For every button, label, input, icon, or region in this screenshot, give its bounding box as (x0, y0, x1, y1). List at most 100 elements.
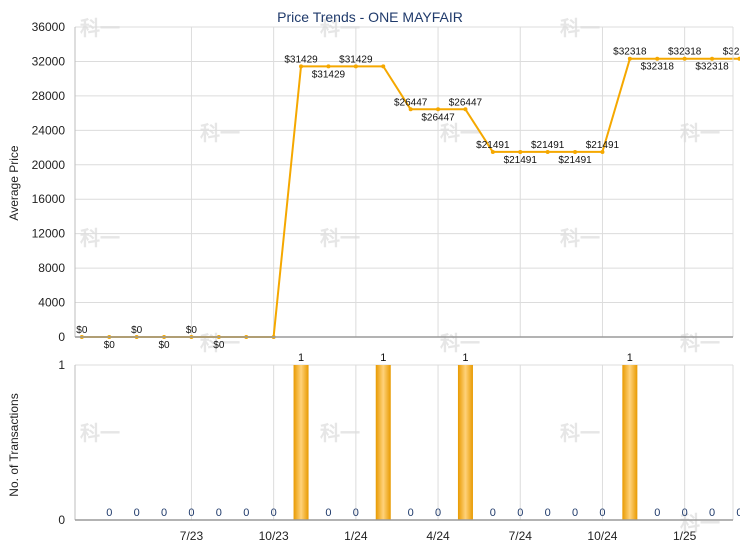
price-data-label: $31429 (284, 54, 318, 65)
price-point (682, 56, 687, 61)
bar-value-label: 1 (298, 352, 304, 364)
price-data-label: $0 (213, 340, 225, 351)
bar-value-label: 0 (243, 507, 249, 519)
transaction-bar (375, 365, 391, 520)
bar-value-label: 0 (654, 507, 660, 519)
bar-value-label: 1 (380, 352, 386, 364)
price-data-label: $32318 (641, 62, 675, 73)
watermark-text: 科一 (560, 421, 600, 445)
watermark-text: 科一 (80, 16, 120, 40)
axes-layer: 0 4000 8000 12000 16000 20000 24000 28000 32000 3… (32, 20, 734, 543)
count-y-tick-label: 0 (58, 513, 65, 527)
price-data-label: $21491 (586, 140, 620, 151)
price-y-tick-label: 24000 (32, 123, 66, 137)
price-point (545, 149, 550, 154)
price-data-label: $0 (104, 340, 116, 351)
price-data-label: $31429 (312, 69, 346, 80)
price-point (573, 149, 578, 154)
bar-value-label: 0 (188, 507, 194, 519)
price-data-label: $21491 (476, 140, 510, 151)
price-data-label: $32318 (695, 62, 729, 73)
x-tick-label: 7/23 (180, 529, 204, 543)
chart-title: Price Trends - ONE MAYFAIR (277, 9, 463, 25)
price-point (737, 56, 740, 61)
price-y-tick-label: 8000 (38, 261, 65, 275)
bar-value-label: 0 (408, 507, 414, 519)
bar-value-label: 0 (599, 507, 605, 519)
price-point (490, 149, 495, 154)
bar-value-label: 0 (325, 507, 331, 519)
price-point (436, 107, 441, 112)
bar-value-label: 1 (462, 352, 468, 364)
price-data-label: $0 (76, 325, 88, 336)
price-data-label: $32318 (613, 47, 647, 58)
watermark-text: 科一 (80, 421, 120, 445)
bar-value-label: 0 (709, 507, 715, 519)
price-data-label: $31429 (339, 54, 373, 65)
watermark-text: 科一 (440, 121, 480, 145)
watermark-text: 科一 (200, 331, 240, 355)
price-point (381, 64, 386, 69)
x-tick-label: 1/24 (344, 529, 368, 543)
bar-value-label: 0 (572, 507, 578, 519)
bar-value-label: 0 (271, 507, 277, 519)
price-y-tick-label: 28000 (32, 89, 66, 103)
price-point (655, 56, 660, 61)
price-y-axis-title: Average Price (7, 145, 21, 220)
price-data-label: $26447 (449, 97, 483, 108)
price-data-label: $0 (131, 325, 143, 336)
price-data-label: $21491 (558, 155, 592, 166)
price-data-label: $32318 (668, 47, 702, 58)
price-y-tick-label: 0 (58, 330, 65, 344)
watermark-text: 科一 (80, 226, 120, 250)
x-tick-label: 4/24 (426, 529, 450, 543)
watermark-text: 科一 (320, 421, 360, 445)
watermark-text: 科一 (320, 16, 360, 40)
price-point (710, 56, 715, 61)
price-y-tick-label: 12000 (32, 227, 66, 241)
price-data-label: $21491 (504, 155, 538, 166)
price-y-tick-label: 20000 (32, 158, 66, 172)
watermark-text: 科一 (440, 331, 480, 355)
price-data-label: $26447 (421, 112, 455, 123)
price-data-label: $0 (158, 340, 170, 351)
price-point (353, 64, 358, 69)
price-point (299, 64, 304, 69)
x-tick-label: 7/24 (509, 529, 533, 543)
bars-layer (293, 365, 638, 520)
bar-value-label: 0 (216, 507, 222, 519)
bar-value-label: 0 (545, 507, 551, 519)
transaction-bar (622, 365, 638, 520)
price-point (408, 107, 413, 112)
transaction-bar (293, 365, 309, 520)
price-data-label: $0 (186, 325, 198, 336)
x-tick-label: 10/24 (587, 529, 617, 543)
bar-value-label: 0 (490, 507, 496, 519)
watermark-text: 科一 (680, 121, 720, 145)
watermark-text: 科一 (560, 16, 600, 40)
watermark-text: 科一 (560, 226, 600, 250)
count-y-tick-label: 1 (58, 358, 65, 372)
price-point (627, 56, 632, 61)
price-y-tick-label: 36000 (32, 20, 66, 34)
price-point (463, 107, 468, 112)
watermark-text: 科一 (320, 226, 360, 250)
bar-value-label: 0 (736, 507, 740, 519)
watermark-text: 科一 (680, 331, 720, 355)
price-y-tick-label: 32000 (32, 54, 66, 68)
watermark-text: 科一 (680, 511, 720, 535)
x-tick-label: 10/23 (259, 529, 289, 543)
bar-value-label: 0 (682, 507, 688, 519)
x-tick-label: 1/25 (673, 529, 697, 543)
price-y-tick-label: 4000 (38, 296, 65, 310)
price-data-label: $26447 (394, 97, 428, 108)
bar-value-label: 0 (134, 507, 140, 519)
grid-layer (75, 26, 733, 520)
bar-value-label: 0 (353, 507, 359, 519)
price-point (518, 149, 523, 154)
price-data-label: $21491 (531, 140, 565, 151)
bar-value-label: 1 (627, 352, 633, 364)
